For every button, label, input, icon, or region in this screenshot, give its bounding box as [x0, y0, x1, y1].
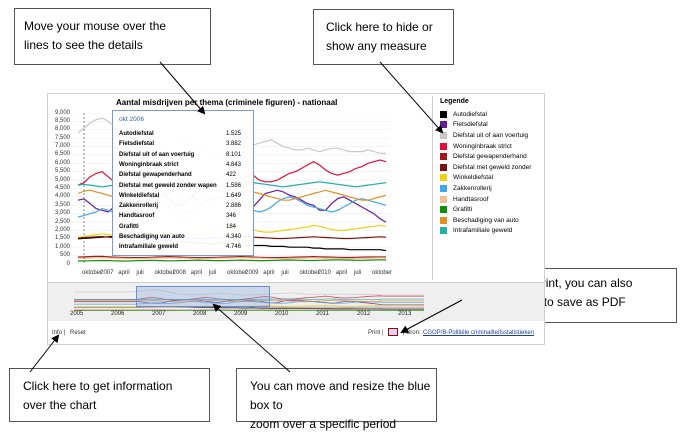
arrow-hover	[160, 62, 204, 113]
arrow-zoom	[214, 305, 290, 372]
arrow-info	[30, 336, 58, 372]
arrow-print	[402, 300, 462, 332]
arrow-legend	[380, 62, 442, 132]
